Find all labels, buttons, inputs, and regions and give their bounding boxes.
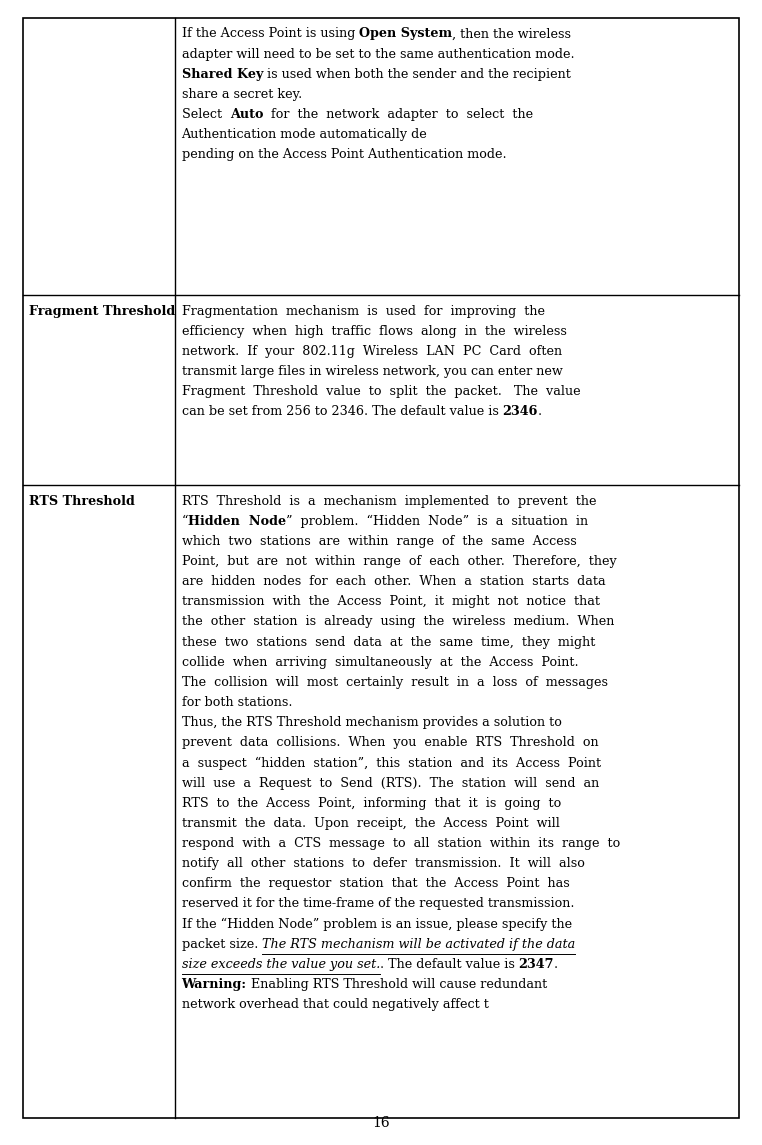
Text: reserved it for the time-frame of the requested transmission.: reserved it for the time-frame of the re… — [181, 898, 574, 910]
Text: transmission  with  the  Access  Point,  it  might  not  notice  that: transmission with the Access Point, it m… — [181, 595, 600, 608]
Text: collide  when  arriving  simultaneously  at  the  Access  Point.: collide when arriving simultaneously at … — [181, 656, 578, 669]
Text: Thus, the RTS Threshold mechanism provides a solution to: Thus, the RTS Threshold mechanism provid… — [181, 716, 562, 729]
Text: Warning:: Warning: — [181, 978, 247, 990]
Text: efficiency  when  high  traffic  flows  along  in  the  wireless: efficiency when high traffic flows along… — [181, 325, 566, 338]
Text: transmit  the  data.  Upon  receipt,  the  Access  Point  will: transmit the data. Upon receipt, the Acc… — [181, 816, 559, 830]
Text: which  two  stations  are  within  range  of  the  same  Access: which two stations are within range of t… — [181, 535, 576, 548]
Text: RTS Threshold: RTS Threshold — [29, 495, 135, 507]
Text: RTS  Threshold  is  a  mechanism  implemented  to  prevent  the: RTS Threshold is a mechanism implemented… — [181, 495, 596, 507]
Text: for both stations.: for both stations. — [181, 696, 292, 709]
Text: adapter will need to be set to the same authentication mode.: adapter will need to be set to the same … — [181, 48, 574, 61]
Text: a  suspect  “hidden  station”,  this  station  and  its  Access  Point: a suspect “hidden station”, this station… — [181, 757, 600, 769]
Text: 16: 16 — [372, 1116, 390, 1130]
Text: Fragmentation  mechanism  is  used  for  improving  the: Fragmentation mechanism is used for impr… — [181, 305, 545, 317]
Text: Select: Select — [181, 108, 229, 121]
Text: pending on the Access Point Authentication mode.: pending on the Access Point Authenticati… — [181, 149, 506, 161]
Text: packet size.: packet size. — [181, 938, 262, 950]
Text: will  use  a  Request  to  Send  (RTS).  The  station  will  send  an: will use a Request to Send (RTS). The st… — [181, 776, 599, 790]
Text: network.  If  your  802.11g  Wireless  LAN  PC  Card  often: network. If your 802.11g Wireless LAN PC… — [181, 345, 562, 358]
Text: these  two  stations  send  data  at  the  same  time,  they  might: these two stations send data at the same… — [181, 635, 595, 648]
Text: Open System: Open System — [359, 27, 452, 40]
Text: network overhead that could negatively affect t: network overhead that could negatively a… — [181, 998, 488, 1011]
Text: .: . — [538, 405, 542, 418]
Text: RTS  to  the  Access  Point,  informing  that  it  is  going  to: RTS to the Access Point, informing that … — [181, 797, 561, 810]
Text: share a secret key.: share a secret key. — [181, 88, 302, 101]
Text: The RTS mechanism will be activated if the data: The RTS mechanism will be activated if t… — [262, 938, 575, 950]
Text: for  the  network  adapter  to  select  the: for the network adapter to select the — [263, 108, 533, 121]
Text: . The default value is: . The default value is — [379, 958, 519, 971]
Text: prevent  data  collisions.  When  you  enable  RTS  Threshold  on: prevent data collisions. When you enable… — [181, 736, 598, 749]
Text: size exceeds the value you set.: size exceeds the value you set. — [181, 958, 379, 971]
Text: respond  with  a  CTS  message  to  all  station  within  its  range  to: respond with a CTS message to all statio… — [181, 837, 620, 850]
Text: 2347: 2347 — [519, 958, 554, 971]
Text: .: . — [554, 958, 559, 971]
Text: can be set from 256 to 2346. The default value is: can be set from 256 to 2346. The default… — [181, 405, 502, 418]
Text: Hidden  Node: Hidden Node — [188, 515, 287, 528]
Text: 2346: 2346 — [502, 405, 538, 418]
Text: Enabling RTS Threshold will cause redundant: Enabling RTS Threshold will cause redund… — [247, 978, 547, 990]
Text: If the Access Point is using: If the Access Point is using — [181, 27, 359, 40]
Text: , then the wireless: , then the wireless — [452, 27, 571, 40]
Text: Authentication mode automatically de: Authentication mode automatically de — [181, 128, 427, 141]
Text: “: “ — [181, 515, 188, 528]
Text: Fragment Threshold: Fragment Threshold — [29, 305, 175, 317]
Text: notify  all  other  stations  to  defer  transmission.  It  will  also: notify all other stations to defer trans… — [181, 858, 584, 870]
Text: The  collision  will  most  certainly  result  in  a  loss  of  messages: The collision will most certainly result… — [181, 676, 607, 689]
Text: is used when both the sender and the recipient: is used when both the sender and the rec… — [263, 68, 571, 81]
Text: the  other  station  is  already  using  the  wireless  medium.  When: the other station is already using the w… — [181, 616, 614, 629]
Text: If the “Hidden Node” problem is an issue, please specify the: If the “Hidden Node” problem is an issue… — [181, 917, 572, 931]
Text: confirm  the  requestor  station  that  the  Access  Point  has: confirm the requestor station that the A… — [181, 877, 569, 891]
Text: ”  problem.  “Hidden  Node”  is  a  situation  in: ” problem. “Hidden Node” is a situation … — [287, 515, 588, 528]
Text: Shared Key: Shared Key — [181, 68, 263, 81]
Text: transmit large files in wireless network, you can enter new: transmit large files in wireless network… — [181, 365, 562, 378]
Text: Point,  but  are  not  within  range  of  each  other.  Therefore,  they: Point, but are not within range of each … — [181, 555, 616, 568]
Text: are  hidden  nodes  for  each  other.  When  a  station  starts  data: are hidden nodes for each other. When a … — [181, 575, 605, 589]
Text: Auto: Auto — [229, 108, 263, 121]
Text: Fragment  Threshold  value  to  split  the  packet.   The  value: Fragment Threshold value to split the pa… — [181, 385, 580, 398]
